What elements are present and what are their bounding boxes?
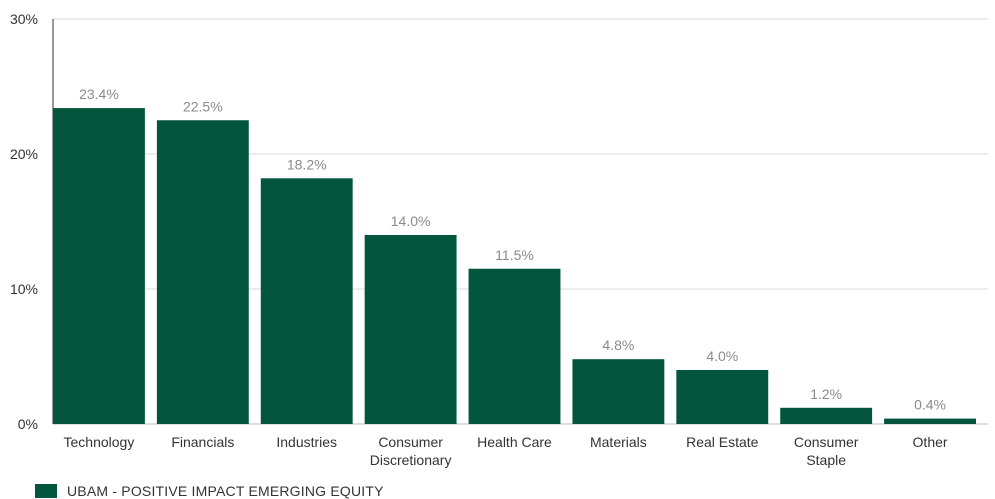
bar (884, 418, 976, 424)
x-tick-label-line: Real Estate (686, 434, 759, 450)
y-tick-label: 10% (10, 281, 38, 297)
bar (572, 359, 665, 424)
data-labels: 23.4% 22.5% 18.2% 14.0% 11.5% 4.8% 4.0% 1.2% 0.4… (79, 86, 946, 413)
bars (53, 108, 976, 424)
legend-swatch (35, 483, 57, 498)
bar (468, 268, 561, 424)
x-tick-label-line: Health Care (477, 434, 552, 450)
x-tick-label: Other (913, 434, 948, 450)
data-label: 11.5% (495, 247, 534, 263)
x-tick-label: Health Care (477, 434, 552, 450)
x-tick-label-line: Technology (64, 434, 135, 450)
bar (156, 120, 249, 424)
y-tick-label: 20% (10, 146, 38, 162)
x-tick-label-line: Other (913, 434, 948, 450)
x-tick-label-line: Consumer (794, 434, 859, 450)
data-label: 14.0% (391, 213, 431, 229)
x-tick-label-line: Staple (806, 452, 846, 468)
bar (364, 235, 457, 424)
data-label: 1.2% (810, 386, 842, 402)
x-tick-label: Consumer Staple (794, 434, 859, 468)
data-label: 0.4% (914, 397, 946, 413)
x-tick-label-line: Discretionary (370, 452, 452, 468)
data-label: 4.8% (602, 337, 634, 353)
data-label: 4.0% (706, 348, 738, 364)
x-tick-label: Real Estate (686, 434, 759, 450)
data-label: 23.4% (79, 86, 119, 102)
x-tick-label: Technology (64, 434, 135, 450)
bar (260, 178, 353, 424)
y-tick-label: 0% (18, 416, 38, 432)
x-tick-label: Industries (276, 434, 337, 450)
bar (780, 407, 873, 424)
x-tick-label: Consumer Discretionary (370, 434, 452, 468)
x-tick-label: Financials (171, 434, 234, 450)
x-tick-label-line: Materials (590, 434, 647, 450)
x-tick-label-line: Consumer (378, 434, 443, 450)
bar (53, 108, 145, 424)
bar (676, 370, 769, 424)
legend-label: UBAM - POSITIVE IMPACT EMERGING EQUITY (67, 482, 384, 499)
x-tick-label: Materials (590, 434, 647, 450)
x-axis-tick-labels: Technology Financials Industries Consumer Di… (64, 434, 948, 468)
legend: UBAM - POSITIVE IMPACT EMERGING EQUITY (35, 482, 384, 499)
data-label: 18.2% (287, 156, 327, 172)
x-tick-label-line: Industries (276, 434, 337, 450)
data-label: 22.5% (183, 98, 223, 114)
y-axis-tick-labels: 0% 10% 20% 30% (10, 11, 38, 432)
x-tick-label-line: Financials (171, 434, 234, 450)
y-tick-label: 30% (10, 11, 38, 27)
